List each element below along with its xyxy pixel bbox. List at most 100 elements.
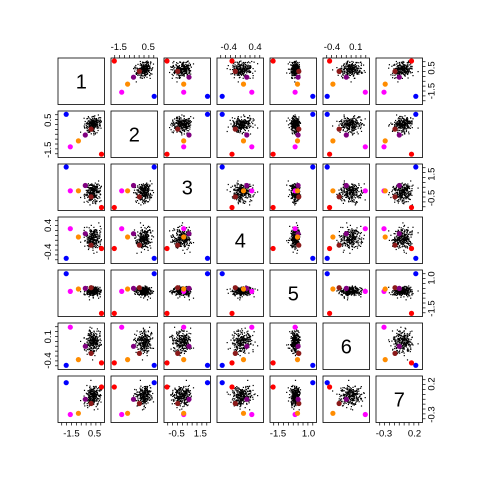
data-point bbox=[95, 123, 97, 125]
data-point bbox=[240, 116, 242, 118]
data-point bbox=[149, 67, 151, 69]
data-point bbox=[242, 65, 244, 67]
data-point bbox=[241, 122, 243, 124]
data-point bbox=[297, 67, 299, 69]
data-point bbox=[396, 124, 399, 126]
data-point bbox=[242, 120, 244, 122]
data-point bbox=[235, 187, 237, 189]
panel-1-4 bbox=[216, 57, 264, 105]
highlight-point-5 bbox=[186, 74, 192, 80]
data-point bbox=[188, 70, 190, 72]
data-point bbox=[100, 117, 102, 119]
data-point bbox=[293, 73, 295, 75]
data-point bbox=[241, 132, 243, 134]
data-point bbox=[355, 203, 357, 205]
panel-frame bbox=[110, 110, 158, 158]
data-point bbox=[406, 117, 408, 119]
data-point bbox=[388, 194, 390, 196]
data-point bbox=[241, 119, 243, 121]
data-point bbox=[135, 64, 137, 67]
data-point bbox=[351, 192, 354, 195]
data-point bbox=[344, 70, 346, 72]
data-point bbox=[407, 77, 409, 79]
data-point bbox=[185, 123, 187, 125]
data-point bbox=[183, 121, 185, 123]
data-point bbox=[240, 67, 242, 69]
data-point bbox=[291, 193, 293, 195]
data-point bbox=[411, 123, 413, 125]
data-point bbox=[143, 195, 145, 198]
data-point bbox=[292, 117, 294, 119]
data-point bbox=[417, 71, 419, 73]
data-point bbox=[248, 122, 250, 124]
data-point bbox=[95, 191, 97, 193]
data-point bbox=[360, 130, 363, 132]
data-point bbox=[287, 63, 289, 65]
data-point bbox=[185, 70, 187, 72]
data-point bbox=[89, 122, 91, 124]
data-point bbox=[400, 73, 402, 75]
data-point bbox=[89, 188, 91, 190]
data-point bbox=[186, 121, 188, 123]
data-point bbox=[293, 70, 295, 72]
data-point bbox=[243, 123, 246, 125]
data-point bbox=[92, 123, 94, 125]
data-point bbox=[93, 115, 95, 118]
data-point bbox=[89, 123, 91, 125]
data-point bbox=[95, 201, 97, 203]
data-point bbox=[350, 131, 352, 133]
data-point bbox=[343, 188, 345, 190]
data-point bbox=[243, 200, 245, 202]
data-point bbox=[294, 81, 296, 83]
data-point bbox=[251, 121, 253, 123]
data-point bbox=[353, 123, 355, 125]
data-point bbox=[90, 119, 92, 121]
data-point bbox=[90, 192, 92, 194]
data-point bbox=[245, 69, 247, 71]
data-point bbox=[403, 71, 405, 73]
data-point bbox=[246, 125, 248, 128]
data-point bbox=[248, 70, 250, 72]
highlight-point-3 bbox=[327, 204, 333, 211]
highlight-point-3 bbox=[270, 151, 276, 157]
data-point bbox=[174, 126, 176, 128]
data-point bbox=[254, 124, 256, 126]
data-point bbox=[188, 130, 190, 132]
data-point bbox=[235, 122, 238, 124]
data-point bbox=[245, 61, 247, 64]
data-point bbox=[338, 192, 340, 194]
data-point bbox=[360, 194, 362, 196]
data-point bbox=[348, 71, 350, 74]
data-point bbox=[397, 118, 399, 120]
data-point bbox=[237, 73, 239, 75]
data-point bbox=[399, 67, 401, 69]
data-point bbox=[181, 124, 183, 126]
data-point bbox=[287, 195, 290, 198]
data-point bbox=[185, 118, 187, 121]
data-point bbox=[356, 69, 358, 72]
panel-3-3: 3 bbox=[163, 163, 211, 211]
data-point bbox=[94, 246, 96, 249]
data-point bbox=[95, 118, 97, 121]
data-point bbox=[242, 131, 245, 133]
data-point bbox=[177, 123, 179, 125]
data-point bbox=[247, 127, 249, 129]
data-point bbox=[237, 129, 239, 132]
panel-1-7 bbox=[375, 57, 423, 105]
data-point bbox=[85, 124, 87, 127]
data-point bbox=[242, 66, 244, 68]
data-point bbox=[249, 201, 251, 203]
data-point bbox=[96, 251, 98, 253]
data-point bbox=[298, 61, 300, 64]
data-point bbox=[185, 128, 187, 130]
data-point bbox=[238, 77, 240, 79]
highlight-point-6 bbox=[330, 138, 336, 144]
data-point bbox=[240, 123, 243, 125]
data-point bbox=[243, 125, 245, 127]
data-point bbox=[241, 64, 243, 66]
data-point bbox=[351, 191, 353, 193]
data-point bbox=[410, 117, 412, 119]
data-point bbox=[392, 193, 394, 195]
data-point bbox=[94, 115, 96, 117]
data-point bbox=[350, 196, 352, 198]
